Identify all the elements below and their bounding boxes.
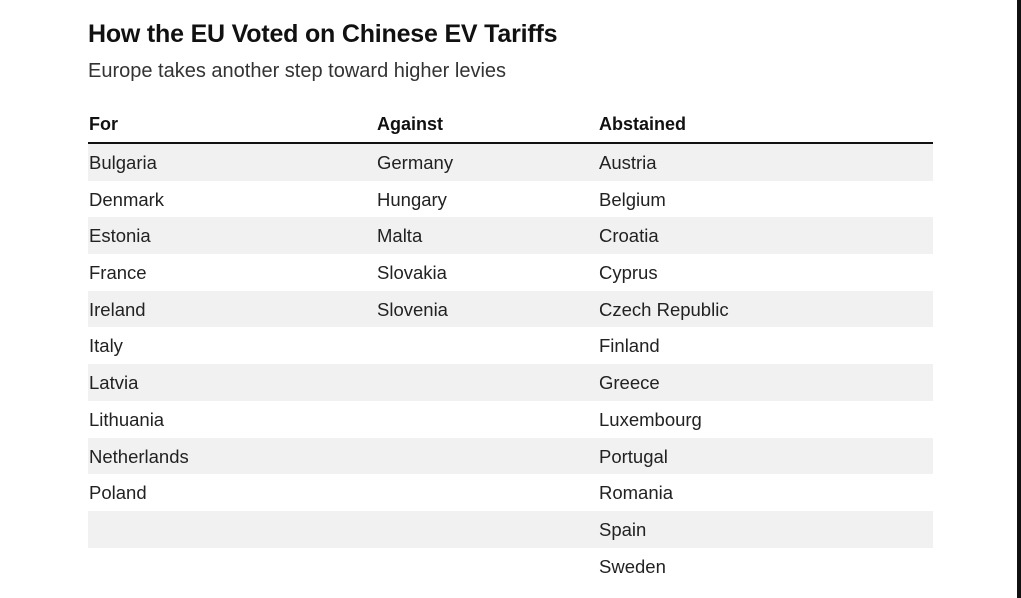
table-row: Latvia Greece xyxy=(88,364,933,401)
cell-abstained: Greece xyxy=(599,372,660,394)
cell-against: Slovakia xyxy=(377,262,447,284)
table-row: Denmark Hungary Belgium xyxy=(88,181,933,218)
cell-against: Malta xyxy=(377,225,423,247)
cell-against: Slovenia xyxy=(377,298,448,320)
table-row: Ireland Slovenia Czech Republic xyxy=(88,290,933,328)
table-row: Spain xyxy=(88,510,933,548)
cell-for: Denmark xyxy=(89,188,165,210)
cell-for: Estonia xyxy=(89,225,151,247)
cell-for: Latvia xyxy=(89,372,139,394)
cell-for: Poland xyxy=(89,482,147,504)
cell-abstained: Cyprus xyxy=(599,262,658,284)
chart-title: How the EU Voted on Chinese EV Tariffs xyxy=(88,20,558,48)
cell-for: Lithuania xyxy=(89,408,165,430)
column-header-for: For xyxy=(89,114,118,134)
cell-abstained: Croatia xyxy=(599,225,659,247)
cell-abstained: Finland xyxy=(599,335,660,357)
column-header-abstained: Abstained xyxy=(599,114,687,134)
cell-against: Hungary xyxy=(377,188,447,210)
cell-abstained: Spain xyxy=(599,518,647,540)
table-row: Poland Romania xyxy=(88,474,933,511)
table-body: Bulgaria Germany Austria Denmark Hungary Belg… xyxy=(88,144,933,584)
table-row: France Slovakia Cyprus xyxy=(88,254,933,291)
table-row: Sweden xyxy=(88,548,933,585)
cell-for: Ireland xyxy=(89,298,146,320)
cell-abstained: Portugal xyxy=(599,445,668,467)
cell-abstained: Luxembourg xyxy=(599,408,702,430)
cell-abstained: Romania xyxy=(599,482,674,504)
table-row: Netherlands Portugal xyxy=(88,437,933,475)
frame-edge xyxy=(1017,0,1021,598)
cell-abstained: Sweden xyxy=(599,555,666,577)
cell-against: Germany xyxy=(377,152,454,173)
cell-abstained: Belgium xyxy=(599,188,666,210)
vote-table: For Against Abstained Bulgaria Germany Aus… xyxy=(88,108,933,584)
table-row: Italy Finland xyxy=(88,327,933,364)
column-header-against: Against xyxy=(377,114,444,134)
cell-abstained: Austria xyxy=(599,152,657,173)
chart-subtitle: Europe takes another step toward higher … xyxy=(88,60,507,82)
cell-for: France xyxy=(89,262,147,284)
cell-for: Italy xyxy=(89,335,123,357)
cell-for: Netherlands xyxy=(89,445,189,467)
cell-for: Bulgaria xyxy=(89,152,157,173)
table-row: Bulgaria Germany Austria xyxy=(88,144,933,181)
table-row: Lithuania Luxembourg xyxy=(88,401,933,438)
table-header: For Against Abstained xyxy=(88,108,933,144)
table-row: Estonia Malta Croatia xyxy=(88,217,933,255)
cell-abstained: Czech Republic xyxy=(599,298,729,320)
